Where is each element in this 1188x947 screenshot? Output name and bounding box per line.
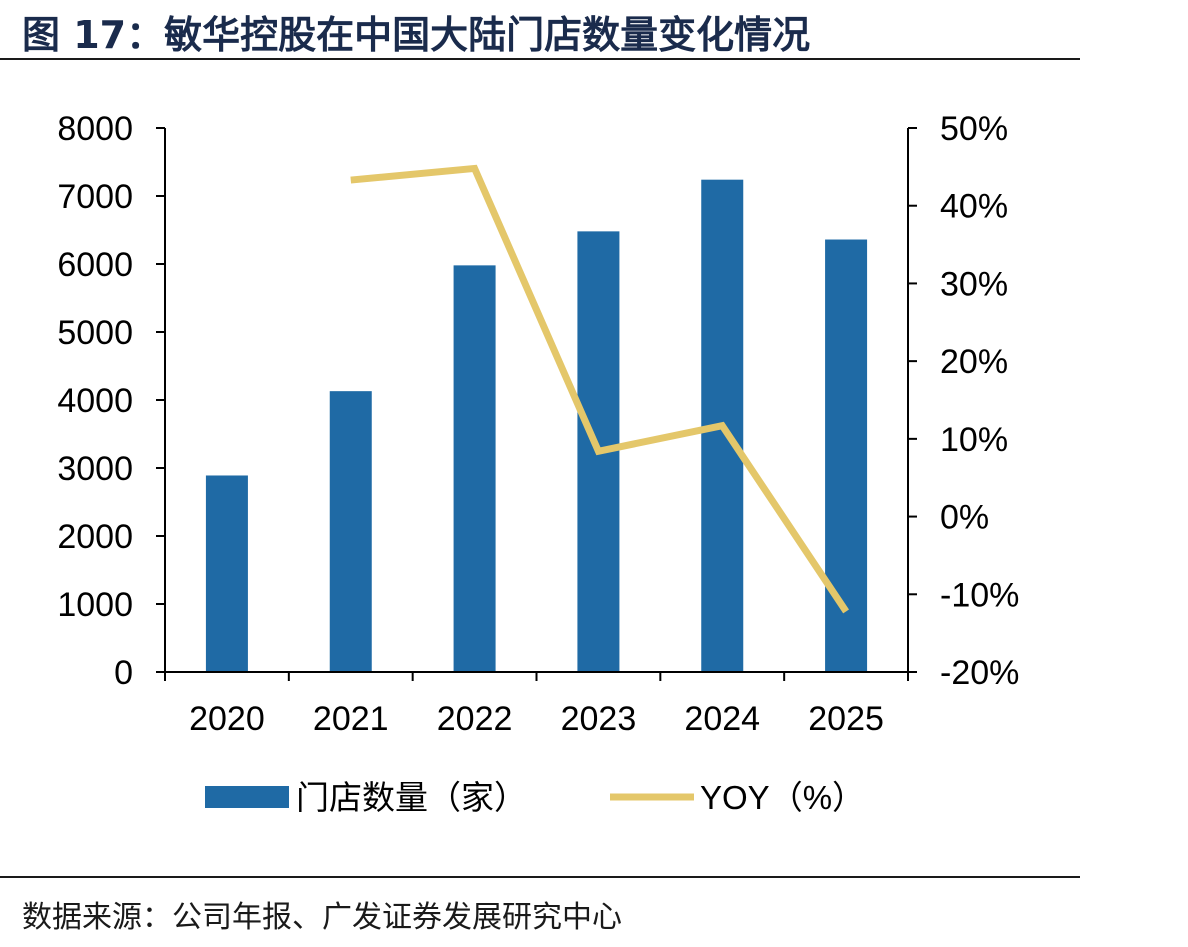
right-tick-label: 40% <box>940 188 1008 226</box>
left-tick-label: 8000 <box>57 110 133 148</box>
left-tick-label: 1000 <box>57 586 133 624</box>
axes: 0 1000 2000 3000 4000 5000 6000 7000 8000 -20% -10… <box>57 110 1019 738</box>
right-tick-label: 0% <box>940 499 989 537</box>
bar-2020 <box>205 475 248 672</box>
bar-series <box>205 179 868 673</box>
left-tick-label: 7000 <box>57 178 133 216</box>
left-tick-label: 4000 <box>57 382 133 420</box>
source-note: 数据来源：公司年报、广发证券发展研究中心 <box>22 900 622 935</box>
top-divider <box>0 58 1080 60</box>
line-series <box>350 164 849 614</box>
x-tick-label: 2022 <box>437 700 513 738</box>
right-tick-label: 50% <box>940 110 1008 148</box>
right-tick-label: 20% <box>940 343 1008 381</box>
left-tick-label: 6000 <box>57 246 133 284</box>
bottom-divider <box>0 876 1080 878</box>
legend-line-label: YOY（%） <box>700 779 865 816</box>
bar-2022 <box>453 265 496 672</box>
left-tick-label: 2000 <box>57 518 133 556</box>
bar-2021 <box>329 391 372 672</box>
legend-bar-label: 门店数量（家） <box>296 779 527 816</box>
right-tick-label: -20% <box>940 654 1019 692</box>
x-tick-label: 2023 <box>561 700 637 738</box>
bar-2025 <box>825 239 868 672</box>
x-tick-label: 2025 <box>808 700 884 738</box>
x-tick-label: 2021 <box>313 700 389 738</box>
x-tick-label: 2020 <box>189 700 265 738</box>
figure-title: 图 17：敏华控股在中国大陆门店数量变化情况 <box>22 13 811 57</box>
left-tick-label: 0 <box>114 654 133 692</box>
right-tick-label: -10% <box>940 576 1019 614</box>
legend-bar-swatch <box>205 786 289 808</box>
right-tick-label: 10% <box>940 421 1008 459</box>
legend: 门店数量（家） YOY（%） <box>205 779 865 816</box>
left-tick-label: 3000 <box>57 450 133 488</box>
right-tick-label: 30% <box>940 265 1008 303</box>
x-tick-label: 2024 <box>684 700 760 738</box>
left-tick-label: 5000 <box>57 314 133 352</box>
